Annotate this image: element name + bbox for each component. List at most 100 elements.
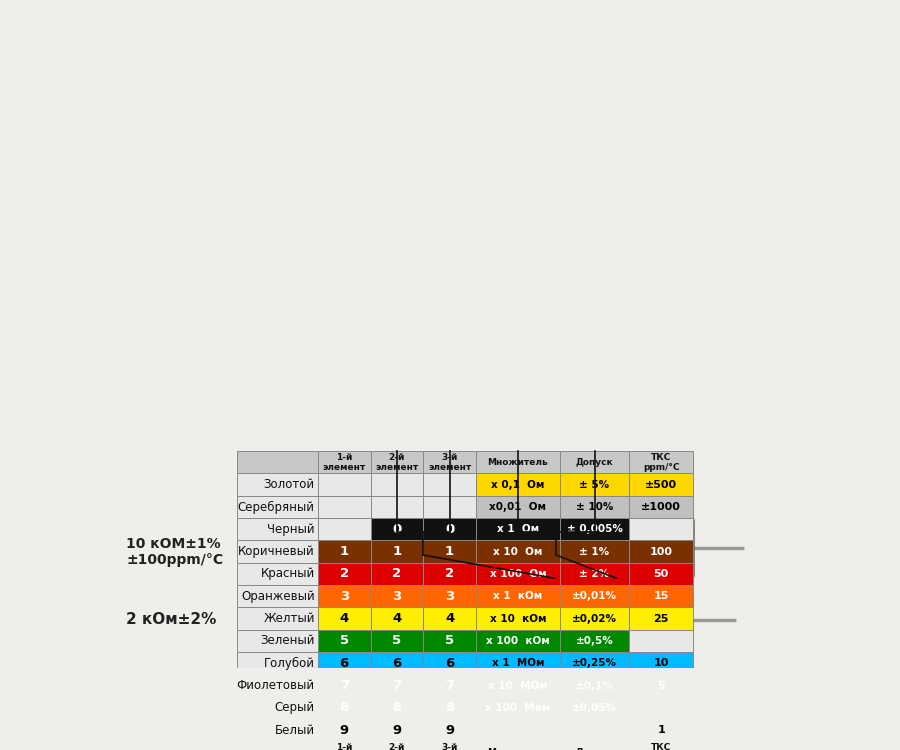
Bar: [476, 518, 560, 541]
Text: Золотой: Золотой: [264, 478, 315, 491]
Bar: [629, 562, 693, 585]
Bar: [560, 719, 629, 742]
Text: Допуск: Допуск: [576, 748, 614, 750]
Bar: [476, 496, 560, 518]
Bar: [371, 630, 423, 652]
Bar: [237, 518, 318, 541]
Text: 6: 6: [445, 657, 455, 670]
Bar: [423, 496, 476, 518]
Bar: [371, 719, 423, 742]
Bar: [560, 496, 629, 518]
Text: ± 5%: ± 5%: [580, 480, 609, 490]
Text: 8: 8: [445, 701, 455, 715]
Bar: [560, 541, 629, 562]
Text: 2 кОм±2%: 2 кОм±2%: [126, 612, 217, 627]
Bar: [629, 697, 693, 719]
Text: 2: 2: [339, 568, 349, 580]
Bar: [569, 601, 580, 639]
FancyBboxPatch shape: [629, 511, 694, 586]
Bar: [237, 697, 318, 719]
Text: 3-й
элемент: 3-й элемент: [428, 452, 472, 472]
Text: 7: 7: [446, 679, 454, 692]
Bar: [371, 541, 423, 562]
Bar: [560, 742, 629, 750]
Bar: [517, 601, 527, 639]
Bar: [423, 562, 476, 585]
Bar: [371, 585, 423, 608]
Bar: [237, 585, 318, 608]
Text: 9: 9: [339, 724, 349, 736]
Bar: [560, 697, 629, 719]
Text: Черный: Черный: [267, 523, 315, 536]
Bar: [629, 652, 693, 674]
Bar: [629, 541, 693, 562]
Bar: [318, 742, 371, 750]
Bar: [629, 742, 693, 750]
Text: 25: 25: [653, 614, 669, 623]
Text: 2: 2: [446, 568, 454, 580]
Text: Серебряный: Серебряный: [238, 500, 315, 514]
Text: х 10  Ом: х 10 Ом: [493, 547, 543, 556]
Text: 5: 5: [339, 634, 349, 647]
Bar: [560, 473, 629, 496]
Text: х 1  МОм: х 1 МОм: [491, 658, 544, 668]
Bar: [590, 523, 601, 574]
Bar: [560, 452, 629, 473]
Bar: [371, 473, 423, 496]
Bar: [237, 541, 318, 562]
Text: 4: 4: [445, 612, 455, 625]
Bar: [423, 674, 476, 697]
Text: Зеленый: Зеленый: [260, 634, 315, 647]
Bar: [476, 630, 560, 652]
Bar: [476, 541, 560, 562]
Text: Белый: Белый: [274, 724, 315, 736]
Bar: [237, 452, 318, 473]
Text: ± 0,005%: ± 0,005%: [567, 524, 623, 534]
Bar: [318, 452, 371, 473]
Bar: [371, 518, 423, 541]
Text: ±1000: ±1000: [642, 502, 681, 512]
Text: Множитель: Множитель: [488, 458, 548, 466]
Bar: [620, 523, 631, 574]
Bar: [541, 601, 555, 639]
Bar: [237, 473, 318, 496]
Text: 9: 9: [392, 724, 401, 736]
Text: 50: 50: [653, 569, 669, 579]
Text: ТКС
ppm/°C: ТКС ppm/°C: [643, 452, 680, 472]
Bar: [423, 452, 476, 473]
Text: х 100  Ом: х 100 Ом: [490, 569, 546, 579]
Text: Желтый: Желтый: [264, 612, 315, 625]
Text: 6: 6: [339, 657, 349, 670]
Text: 3: 3: [445, 590, 455, 603]
Bar: [476, 674, 560, 697]
Bar: [318, 496, 371, 518]
Text: 0: 0: [392, 523, 401, 536]
Bar: [318, 562, 371, 585]
Bar: [318, 719, 371, 742]
Text: 10 кОМ±1%
±100ppm/°C: 10 кОМ±1% ±100ppm/°C: [126, 537, 223, 567]
Text: 3: 3: [339, 590, 349, 603]
Bar: [237, 652, 318, 674]
Bar: [629, 518, 693, 541]
Text: ± 2%: ± 2%: [580, 569, 609, 579]
Text: 8: 8: [392, 701, 401, 715]
Text: 3: 3: [392, 590, 401, 603]
Text: 10: 10: [653, 658, 669, 668]
Bar: [237, 562, 318, 585]
Text: ±0,05%: ±0,05%: [572, 703, 617, 713]
Text: ± 1%: ± 1%: [580, 547, 609, 556]
Text: Голубой: Голубой: [264, 657, 315, 670]
Bar: [629, 496, 693, 518]
Bar: [476, 562, 560, 585]
Text: х 1  кОм: х 1 кОм: [493, 591, 543, 602]
Bar: [423, 541, 476, 562]
Bar: [371, 452, 423, 473]
Bar: [423, 697, 476, 719]
Text: 5: 5: [392, 634, 401, 647]
Text: 3-й
элемент: 3-й элемент: [428, 743, 472, 750]
Text: ±0,02%: ±0,02%: [572, 614, 617, 623]
Bar: [476, 719, 560, 742]
Bar: [629, 719, 693, 742]
Text: 7: 7: [339, 679, 349, 692]
Bar: [371, 496, 423, 518]
